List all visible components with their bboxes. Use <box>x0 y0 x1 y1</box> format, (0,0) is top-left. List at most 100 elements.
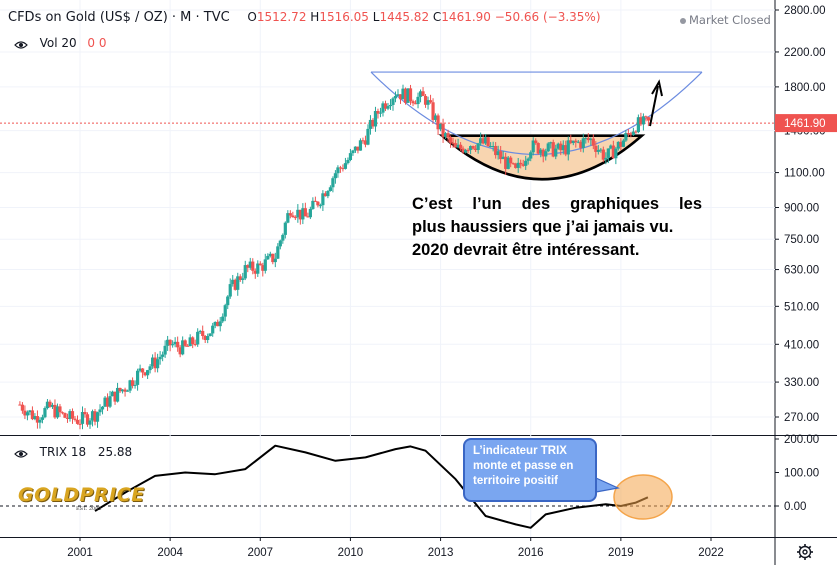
candle-body <box>451 142 455 144</box>
candle-body <box>601 149 605 160</box>
open-value: 1512.72 <box>256 10 307 24</box>
candle-body <box>176 341 180 348</box>
candle-body <box>33 416 37 420</box>
candle-body <box>218 321 222 327</box>
eye-icon[interactable] <box>14 39 28 49</box>
candle-body <box>50 404 55 407</box>
candle-body <box>223 305 227 317</box>
candle-body <box>559 143 563 151</box>
symbol-title[interactable]: CFDs on Gold (US$ / OZ) · M · TVC <box>8 10 230 25</box>
candle-body <box>166 339 170 346</box>
candle-body <box>146 370 150 376</box>
candle-body <box>506 157 510 169</box>
candle-body <box>276 246 280 259</box>
candle-body <box>161 354 165 357</box>
candle-body <box>604 157 608 160</box>
candle-body <box>426 100 430 105</box>
candle-body <box>313 200 317 202</box>
candle-body <box>616 141 620 149</box>
trix-callout: L’indicateur TRIX monte et passe en terr… <box>463 438 597 502</box>
candle-body <box>509 157 513 164</box>
candle-body <box>181 340 185 355</box>
candle-body <box>238 276 242 280</box>
candle-body <box>271 253 275 263</box>
candle-body <box>130 380 135 386</box>
candle-body <box>519 162 523 165</box>
candle-body <box>53 404 57 418</box>
trix-label[interactable]: TRIX 18 <box>39 445 87 459</box>
candle-body <box>626 133 630 135</box>
candle-body <box>453 143 458 148</box>
candle-body <box>423 95 428 105</box>
candle-body <box>591 138 595 146</box>
candle-body <box>566 140 570 155</box>
candle-body <box>45 401 50 409</box>
chart-legend: CFDs on Gold (US$ / OZ) · M · TVC O1512.… <box>8 10 601 25</box>
candle-body <box>168 339 172 346</box>
candle-body <box>191 337 195 345</box>
candle-body <box>63 413 67 418</box>
candle-body <box>574 140 578 143</box>
candle-body <box>356 146 360 151</box>
eye-icon[interactable] <box>14 448 28 458</box>
candle-body <box>93 411 97 422</box>
close-value: 1461.90 <box>441 10 491 24</box>
candle-body <box>203 336 207 341</box>
price-tick-label: 900.00 <box>784 202 819 214</box>
price-tick-label: 410.00 <box>784 339 819 351</box>
candle-body <box>196 331 200 345</box>
candle-body <box>581 138 585 148</box>
time-tick-label: 2004 <box>157 547 183 559</box>
candle-body <box>246 265 250 268</box>
candle-body <box>78 423 82 425</box>
candle-body <box>58 406 62 413</box>
candle-body <box>541 149 545 157</box>
channel-arc <box>370 71 703 155</box>
candle-body <box>368 119 373 129</box>
candle-body <box>125 390 130 392</box>
candle-body <box>306 216 310 218</box>
candle-body <box>80 411 85 424</box>
candle-body <box>443 133 448 137</box>
candle-body <box>75 419 80 424</box>
candle-body <box>321 193 325 206</box>
candle-body <box>23 410 27 416</box>
high-value: 1516.05 <box>319 10 369 24</box>
candle-body <box>123 389 127 392</box>
candle-body <box>135 370 140 385</box>
candle-body <box>366 128 370 145</box>
candle-body <box>83 411 87 415</box>
candle-body <box>273 258 277 263</box>
candle-body <box>554 148 558 157</box>
candle-body <box>416 96 420 105</box>
candle-body <box>438 123 443 130</box>
candle-body <box>489 146 493 148</box>
candle-body <box>153 357 157 369</box>
candle-body <box>148 366 152 371</box>
candle-body <box>228 284 232 297</box>
candle-body <box>338 167 343 169</box>
candle-body <box>486 137 490 147</box>
candle-body <box>303 208 307 217</box>
candle-body <box>393 95 398 99</box>
volume-label[interactable]: Vol 20 <box>39 36 77 50</box>
up-arrow-icon <box>649 85 659 127</box>
candle-body <box>391 98 395 105</box>
candle-body <box>511 163 515 165</box>
candle-body <box>371 119 375 127</box>
candle-body <box>206 336 210 341</box>
candle-body <box>186 345 190 347</box>
candle-body <box>68 411 72 419</box>
candle-body <box>118 387 122 392</box>
candle-body <box>418 91 423 97</box>
candle-body <box>378 112 383 114</box>
candle-body <box>268 253 272 256</box>
candle-body <box>251 261 255 271</box>
candle-body <box>283 222 287 235</box>
settings-gear-icon[interactable] <box>796 543 814 561</box>
candle-body <box>441 123 445 137</box>
candle-body <box>143 372 147 376</box>
candle-body <box>491 146 495 148</box>
price-tick-label: 1800.00 <box>784 82 826 94</box>
